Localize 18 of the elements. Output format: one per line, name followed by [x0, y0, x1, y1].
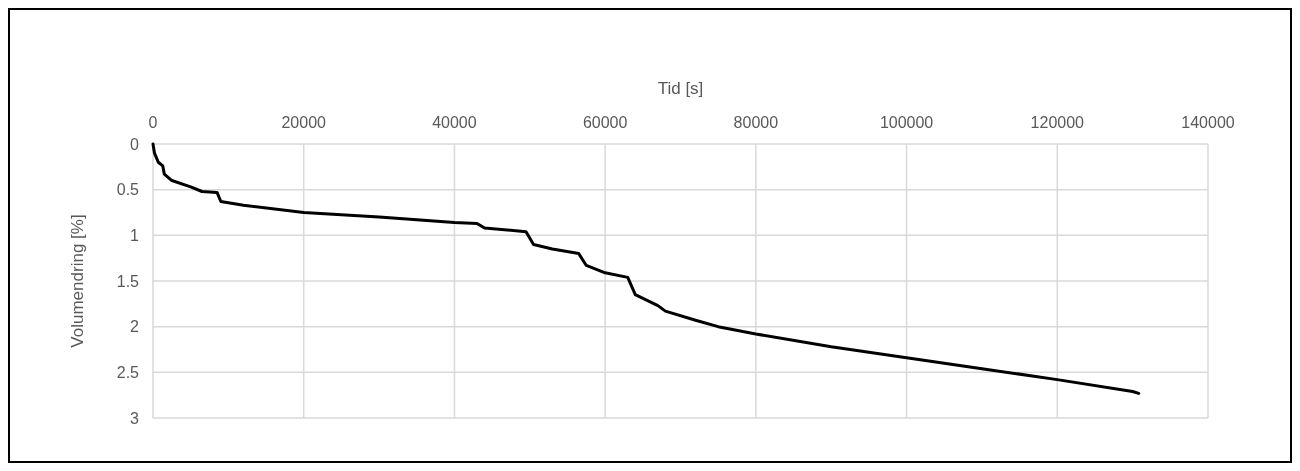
x-tick-label: 120000 [1030, 114, 1085, 131]
y-tick-label: 2.5 [116, 363, 140, 381]
y-tick-label: 0 [130, 135, 140, 153]
y-axis-title: Volumendring [%] [68, 214, 87, 348]
line-series [151, 142, 1141, 395]
y-tick-label: 0.5 [116, 181, 140, 199]
y-tick-label: 1.5 [116, 272, 140, 290]
x-tick-label: 100000 [879, 114, 934, 131]
x-tick-label: 140000 [1181, 114, 1235, 131]
y-tick-label: 2 [130, 318, 140, 336]
y-tick-label: 3 [130, 409, 140, 427]
x-axis-title: Tid [s] [657, 79, 704, 98]
x-tick-label: 0 [148, 114, 158, 131]
y-tick-label: 1 [130, 226, 140, 244]
x-tick-label: 80000 [733, 114, 779, 131]
x-tick-label: 40000 [432, 114, 477, 131]
x-tick-label: 60000 [582, 114, 628, 131]
x-tick-label: 20000 [281, 114, 327, 131]
